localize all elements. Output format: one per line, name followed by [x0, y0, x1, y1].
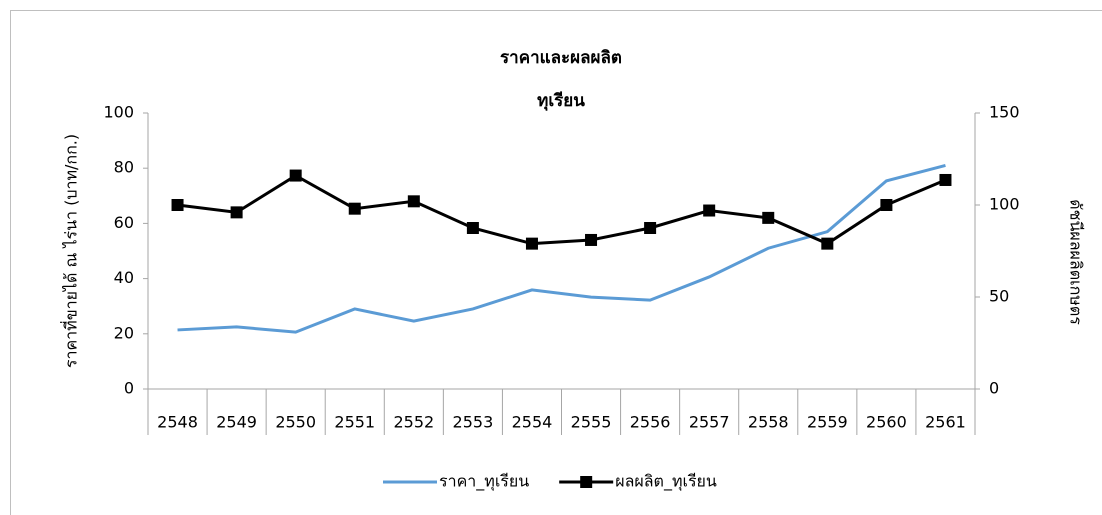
point-marker [230, 206, 243, 219]
point-marker [880, 199, 893, 211]
point-marker [289, 169, 302, 182]
y-tick-label: 40 [114, 268, 134, 287]
point-marker [171, 199, 184, 211]
legend-label: ผลผลิต_ทุเรียน [615, 472, 717, 492]
y-axis-label: ราคาที่ขายได้ ณ ไร่นา (บาท/กก.) [60, 134, 81, 368]
x-tick-label: 2548 [157, 413, 198, 432]
y-tick-label: 20 [114, 323, 134, 342]
point-marker [466, 222, 479, 234]
point-marker [821, 237, 834, 250]
legend-marker [580, 476, 593, 488]
series-line [177, 173, 947, 246]
y2-tick-label: 0 [989, 379, 999, 398]
chart-border [10, 10, 1102, 515]
y2-axis-label: ดัชนีผลผลิตเกษตร [1067, 199, 1086, 325]
x-tick-label: 2549 [216, 413, 257, 432]
x-tick-label: 2554 [512, 413, 553, 432]
x-tick-label: 2558 [748, 413, 789, 432]
y-tick-label: 100 [103, 103, 134, 122]
x-tick-label: 2555 [571, 413, 612, 432]
point-marker [644, 222, 657, 234]
x-tick-label: 2551 [334, 413, 375, 432]
y-tick-label: 0 [124, 379, 134, 398]
point-marker [762, 211, 775, 224]
y-tick-label: 80 [114, 158, 134, 177]
point-marker [585, 233, 598, 246]
legend-label: ราคา_ทุเรียน [439, 472, 529, 492]
x-tick-label: 2561 [925, 413, 966, 432]
y-tick-label: 60 [114, 213, 134, 232]
point-marker [348, 202, 361, 215]
point-marker [939, 173, 952, 186]
x-tick-label: 2560 [866, 413, 907, 432]
point-marker [703, 204, 716, 217]
x-tick-label: 2553 [453, 413, 494, 432]
x-tick-label: 2559 [807, 413, 848, 432]
x-tick-label: 2550 [275, 413, 316, 432]
chart-title: ราคาและผลผลิต [500, 48, 622, 68]
x-tick-label: 2556 [630, 413, 671, 432]
point-marker [525, 237, 538, 250]
series-line [177, 163, 946, 334]
x-tick-label: 2552 [393, 413, 434, 432]
chart-title: ทุเรียน [537, 90, 585, 111]
point-marker [407, 195, 420, 208]
x-tick-label: 2557 [689, 413, 730, 432]
y2-tick-label: 150 [989, 103, 1020, 122]
y2-tick-label: 100 [989, 195, 1020, 214]
y2-tick-label: 50 [989, 287, 1009, 306]
